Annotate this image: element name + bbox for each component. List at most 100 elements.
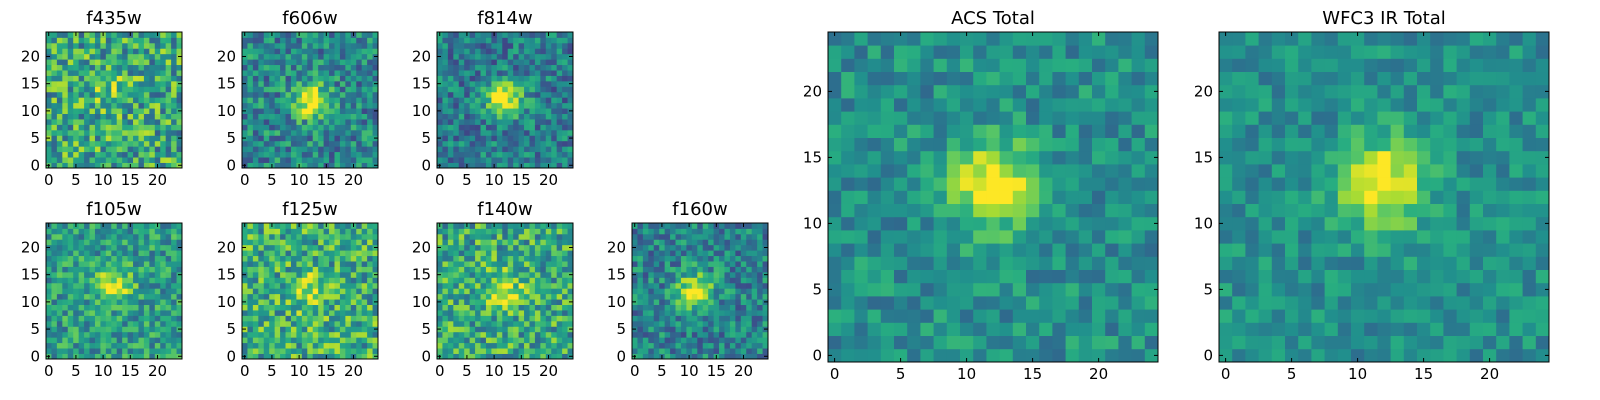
heatmap-cell [62, 70, 69, 76]
heatmap-cell [480, 326, 487, 333]
heatmap-cell [518, 70, 525, 76]
heatmap-cell [762, 282, 769, 289]
heatmap-cell [56, 64, 63, 71]
heatmap-cell [442, 53, 449, 60]
heatmap-cell [274, 91, 281, 98]
heatmap-cell [453, 86, 460, 93]
heatmap-cell [111, 102, 118, 109]
heatmap-cell [475, 353, 481, 360]
heatmap-cell [670, 342, 676, 349]
y-tick-label: 0 [421, 347, 431, 365]
heatmap-cell [1026, 296, 1040, 310]
heatmap-cell [458, 223, 465, 229]
heatmap-cell [562, 315, 568, 322]
heatmap-cell [534, 353, 541, 360]
y-tick-label: 15 [607, 266, 626, 284]
heatmap-cell [56, 135, 63, 142]
heatmap-cell [1065, 164, 1080, 178]
heatmap-cell [263, 326, 270, 333]
heatmap-cell [534, 293, 541, 300]
heatmap-cell [659, 315, 666, 322]
heatmap-cell [551, 282, 558, 289]
heatmap-cell [171, 239, 177, 246]
heatmap-cell [442, 70, 449, 76]
heatmap-cell [334, 288, 341, 295]
heatmap-cell [828, 256, 842, 270]
heatmap-cell [458, 53, 465, 60]
heatmap-cell [562, 310, 568, 316]
heatmap-cell [296, 80, 303, 87]
heatmap-cell [729, 331, 736, 338]
heatmap-cell [116, 326, 123, 333]
heatmap-cell [986, 309, 1000, 323]
heatmap-cell [138, 70, 145, 76]
heatmap-cell [534, 151, 541, 158]
heatmap-cell [62, 119, 69, 125]
heatmap-cell [290, 113, 297, 120]
heatmap-cell [323, 157, 330, 163]
heatmap-cell [1012, 216, 1027, 231]
heatmap-cell [280, 64, 286, 71]
heatmap-cell [46, 261, 52, 267]
heatmap-cell [285, 223, 292, 229]
heatmap-cell [447, 151, 454, 158]
heatmap-cell [165, 140, 172, 147]
heatmap-cell [252, 331, 259, 338]
heatmap-cell [296, 282, 303, 289]
heatmap-cell [480, 342, 487, 349]
heatmap-cell [143, 315, 150, 322]
heatmap-cell [51, 315, 58, 322]
heatmap-cell [719, 277, 725, 284]
heatmap-cell [562, 75, 568, 82]
heatmap-cell [56, 108, 63, 114]
heatmap-cell [562, 282, 568, 289]
heatmap-cell [127, 348, 134, 354]
heatmap-cell [496, 228, 503, 235]
heatmap-cell [329, 250, 335, 257]
heatmap-cell [562, 228, 568, 235]
heatmap-cell [920, 164, 934, 178]
heatmap-cell [485, 102, 492, 109]
heatmap-cell [263, 277, 270, 284]
heatmap-cell [138, 299, 145, 305]
heatmap-cell [301, 102, 308, 109]
heatmap-cell [274, 250, 281, 257]
heatmap-cell [534, 244, 541, 251]
heatmap-cell [280, 337, 286, 344]
heatmap-cell [513, 250, 519, 257]
heatmap-cell [442, 304, 449, 311]
heatmap-cell [116, 140, 123, 147]
heatmap-cell [138, 64, 145, 71]
heatmap-cell [894, 335, 908, 350]
heatmap-cell [729, 342, 736, 349]
heatmap-cell [518, 48, 525, 55]
heatmap-cell [133, 266, 139, 273]
heatmap-cell [648, 304, 655, 311]
heatmap-cell [491, 315, 498, 322]
heatmap-cell [89, 348, 96, 354]
heatmap-cell [907, 190, 921, 204]
heatmap-cell [127, 135, 134, 142]
heatmap-cell [534, 113, 541, 120]
heatmap-cell [154, 348, 161, 354]
heatmap-cell [350, 102, 357, 109]
heatmap-cell [524, 53, 530, 60]
heatmap-cell [339, 140, 346, 147]
heatmap-cell [453, 124, 460, 131]
heatmap-cell [318, 239, 324, 246]
heatmap-cell [160, 53, 167, 60]
heatmap-cell [258, 32, 265, 38]
heatmap-cell [480, 113, 487, 120]
heatmap-cell [242, 140, 248, 147]
heatmap-cell [263, 124, 270, 131]
heatmap-cell [100, 315, 107, 322]
heatmap-cell [973, 348, 987, 363]
heatmap-cell [480, 119, 487, 125]
heatmap-cell [122, 102, 128, 109]
heatmap-cell [735, 310, 742, 316]
heatmap-cell [540, 320, 547, 327]
heatmap-cell [51, 277, 58, 284]
heatmap-cell [323, 326, 330, 333]
heatmap-cell [724, 326, 731, 333]
